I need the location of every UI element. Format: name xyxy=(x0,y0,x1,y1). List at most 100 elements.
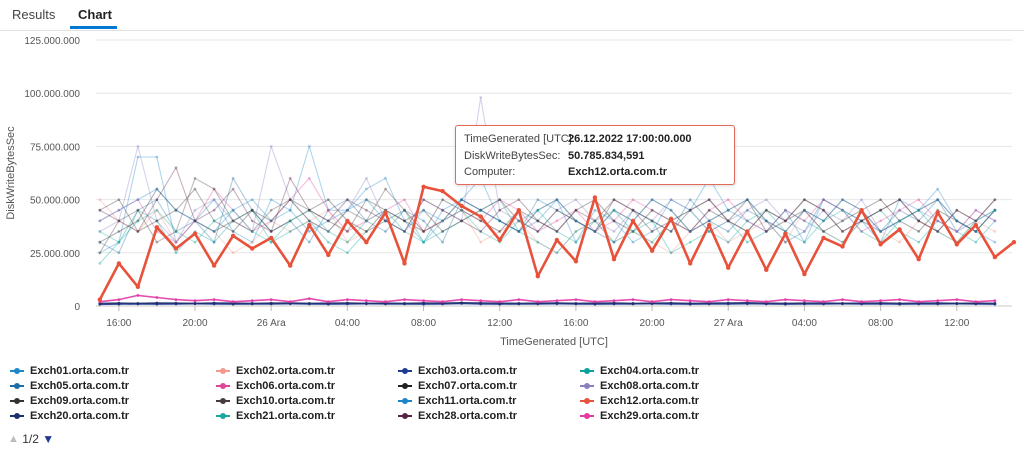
legend-item[interactable]: Exch10.orta.com.tr xyxy=(216,395,335,407)
series-point xyxy=(917,208,921,212)
legend-item[interactable]: Exch21.orta.com.tr xyxy=(216,410,335,422)
series-point xyxy=(498,208,502,212)
series-point xyxy=(936,230,940,233)
series-point xyxy=(631,240,635,244)
series-point xyxy=(822,300,825,304)
series-point xyxy=(993,240,997,244)
series-point xyxy=(631,230,635,233)
series-point xyxy=(212,187,216,191)
legend-item[interactable]: Exch07.orta.com.tr xyxy=(398,380,517,392)
tab-results[interactable]: Results xyxy=(12,7,56,22)
series-point xyxy=(955,302,959,305)
series-point xyxy=(536,240,540,244)
series-point xyxy=(326,219,330,223)
series-point xyxy=(860,219,863,223)
tab-chart[interactable]: Chart xyxy=(78,7,112,22)
series-point xyxy=(955,230,959,233)
series-point xyxy=(460,208,463,212)
series-point xyxy=(193,219,197,223)
series-point xyxy=(574,219,578,223)
series-point xyxy=(174,240,178,244)
legend-label: Exch21.orta.com.tr xyxy=(236,410,336,422)
legend-item[interactable]: Exch02.orta.com.tr xyxy=(216,365,335,377)
series-point xyxy=(612,219,616,223)
legend-item[interactable]: Exch12.orta.com.tr xyxy=(580,395,699,407)
series-point xyxy=(498,219,502,223)
series-point xyxy=(631,230,635,233)
legend-item[interactable]: Exch04.orta.com.tr xyxy=(580,365,699,377)
series-point xyxy=(841,208,844,212)
series-point xyxy=(250,230,254,233)
series-point xyxy=(326,208,330,212)
legend-item[interactable]: Exch01.orta.com.tr xyxy=(10,365,129,377)
legend-item[interactable]: Exch11.orta.com.tr xyxy=(398,395,516,407)
series-point xyxy=(555,208,559,212)
series-line-Exch28.orta.com.tr xyxy=(99,167,996,233)
series-point xyxy=(212,208,216,212)
series-point xyxy=(669,208,673,212)
line-chart[interactable]: 0 25.000.000 50.000.000 75.000.000 100.000.0… xyxy=(0,30,1024,350)
series-point xyxy=(269,240,273,244)
series-point xyxy=(422,230,425,233)
series-point xyxy=(803,198,806,202)
series-point xyxy=(974,208,978,212)
series-point xyxy=(630,218,636,224)
page-up-icon[interactable]: ▲ xyxy=(8,432,19,445)
page-indicator: 1/2 xyxy=(22,431,39,446)
series-point xyxy=(879,208,882,212)
series-point xyxy=(155,219,159,223)
x-tick-label: 20:00 xyxy=(640,318,665,329)
series-point xyxy=(822,219,825,223)
series-point xyxy=(993,219,997,223)
series-point xyxy=(384,187,387,191)
series-point xyxy=(497,237,502,243)
series-point xyxy=(612,299,616,303)
legend-item[interactable]: Exch09.orta.com.tr xyxy=(10,395,129,407)
series-point xyxy=(155,296,159,299)
legend-item[interactable]: Exch20.orta.com.tr xyxy=(10,410,129,422)
series-point xyxy=(726,219,730,223)
series-line-Exch29.orta.com.tr xyxy=(99,294,995,303)
series-point xyxy=(346,198,349,202)
series-point xyxy=(916,257,921,262)
series-point xyxy=(403,198,406,202)
series-point xyxy=(803,219,806,223)
series-point xyxy=(403,302,406,305)
series-point xyxy=(936,219,940,223)
legend-item[interactable]: Exch29.orta.com.tr xyxy=(580,410,699,422)
series-point xyxy=(346,208,349,212)
series-point xyxy=(536,230,540,233)
series-point xyxy=(707,230,711,233)
series-point xyxy=(403,230,406,233)
series-point xyxy=(650,219,654,223)
series-point xyxy=(536,208,540,212)
series-point xyxy=(955,208,959,212)
series-point xyxy=(669,298,673,301)
page-down-icon[interactable]: ▼ xyxy=(42,431,55,446)
series-point xyxy=(117,240,121,244)
series-point xyxy=(250,246,255,251)
legend-item[interactable]: Exch08.orta.com.tr xyxy=(580,380,699,392)
series-point xyxy=(650,230,654,233)
legend-swatch xyxy=(10,382,24,390)
series-point xyxy=(212,230,216,233)
series-point xyxy=(307,219,311,223)
series-point xyxy=(993,208,997,212)
series-point xyxy=(955,219,959,223)
series-point xyxy=(784,208,787,212)
series-point xyxy=(593,230,597,233)
series-point xyxy=(955,230,959,233)
series-point xyxy=(250,230,254,233)
series-point xyxy=(231,219,235,223)
legend-item[interactable]: Exch03.orta.com.tr xyxy=(398,365,517,377)
series-point xyxy=(993,219,997,223)
series-point xyxy=(364,240,369,245)
series-point xyxy=(764,208,768,212)
x-tick-label: 12:00 xyxy=(487,318,512,329)
legend-item[interactable]: Exch28.orta.com.tr xyxy=(398,410,517,422)
legend-item[interactable]: Exch06.orta.com.tr xyxy=(216,380,335,392)
legend-item[interactable]: Exch05.orta.com.tr xyxy=(10,380,129,392)
series-point xyxy=(155,208,159,212)
series-point xyxy=(422,299,425,303)
series-point xyxy=(707,208,711,212)
